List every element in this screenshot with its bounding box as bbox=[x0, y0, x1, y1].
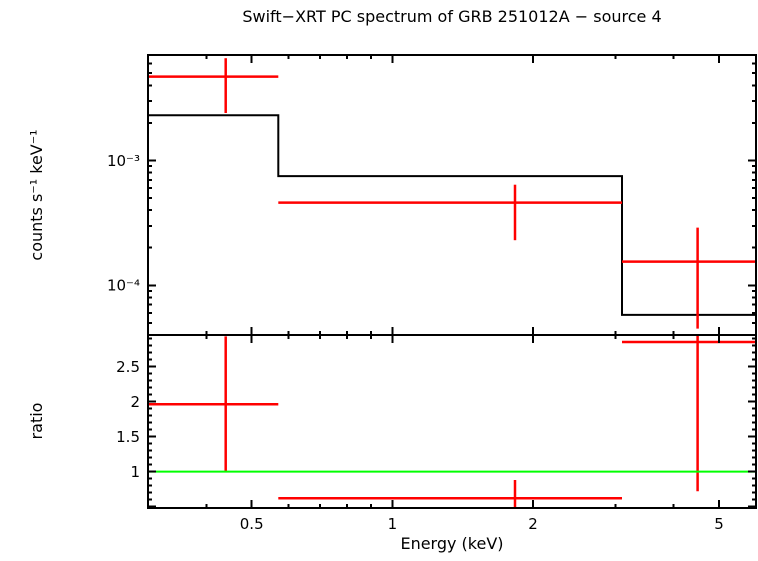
spectrum-data-point bbox=[622, 227, 756, 329]
plot-title: Swift−XRT PC spectrum of GRB 251012A − s… bbox=[242, 7, 661, 26]
ratio-y-axis-label: ratio bbox=[27, 403, 46, 440]
ratio-ytick-label: 2 bbox=[130, 393, 140, 411]
x-axis-label: Energy (keV) bbox=[400, 534, 503, 553]
plot-content: 10⁻⁴ 10⁻³ 1 1.5 2 2.5 0.5 1 2 5 bbox=[107, 54, 757, 533]
spectrum-y-axis-label: counts s⁻¹ keV⁻¹ bbox=[27, 129, 46, 260]
spectrum-data-point bbox=[278, 184, 622, 241]
ratio-ytick-label: 1 bbox=[130, 463, 140, 481]
ratio-data-point bbox=[148, 336, 279, 473]
ratio-data-point bbox=[622, 335, 756, 492]
xtick-label: 1 bbox=[388, 515, 398, 533]
spectrum-data-point bbox=[148, 58, 279, 113]
ratio-ytick-label: 1.5 bbox=[116, 428, 140, 446]
ratio-data-point bbox=[278, 480, 622, 508]
ratio-ytick-label: 2.5 bbox=[116, 358, 140, 376]
xtick-label: 2 bbox=[528, 515, 538, 533]
xtick-label: 0.5 bbox=[240, 515, 264, 533]
ratio-panel: 1 1.5 2 2.5 bbox=[116, 334, 757, 509]
model-step-line bbox=[148, 114, 756, 316]
spectrum-ticks bbox=[147, 55, 757, 335]
spectrum-ytick-label: 10⁻⁴ bbox=[107, 277, 140, 295]
spectrum-ytick-label: 10⁻³ bbox=[107, 152, 140, 170]
xtick-label: 5 bbox=[714, 515, 724, 533]
ratio-ticks bbox=[147, 335, 757, 508]
ratio-frame bbox=[147, 334, 757, 509]
